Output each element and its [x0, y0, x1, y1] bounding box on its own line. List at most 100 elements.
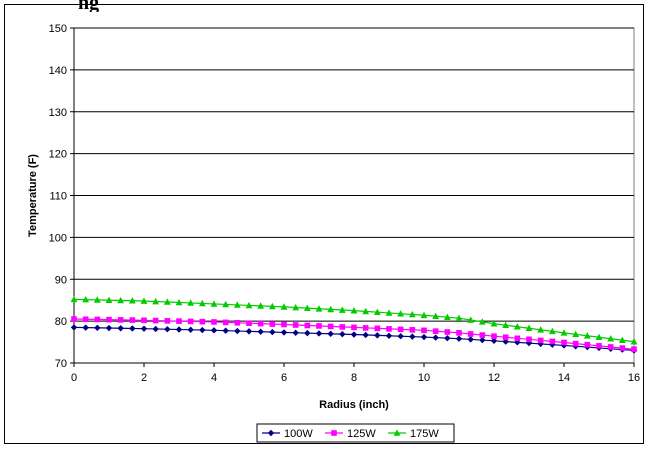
- data-point-125W: [374, 325, 381, 332]
- legend-marker-100W: [267, 429, 275, 437]
- data-point-100W: [455, 335, 463, 342]
- data-point-100W: [234, 327, 241, 335]
- data-point-175W: [350, 307, 358, 314]
- data-point-100W: [397, 333, 404, 340]
- data-point-175W: [525, 324, 533, 332]
- data-point-175W: [513, 323, 521, 330]
- data-point-175W: [105, 296, 113, 303]
- data-point-175W: [257, 302, 265, 309]
- data-point-175W: [607, 335, 615, 342]
- x-tick-label: 10: [418, 372, 430, 384]
- data-point-125W: [117, 317, 124, 323]
- data-point-100W: [350, 331, 358, 338]
- data-point-125W: [82, 316, 89, 323]
- data-point-125W: [596, 343, 602, 349]
- x-tick-label: 2: [141, 372, 147, 384]
- data-point-125W: [397, 326, 404, 333]
- data-point-100W: [70, 324, 78, 331]
- data-point-125W: [187, 318, 194, 325]
- data-point-125W: [199, 318, 206, 325]
- data-point-100W: [385, 332, 393, 339]
- legend: 100W 125W 175W: [256, 423, 455, 443]
- data-point-125W: [234, 320, 241, 326]
- x-axis-ticks: 0 2 4 6 8 10 12 14 16: [71, 363, 640, 384]
- data-point-125W: [351, 324, 357, 331]
- data-point-175W: [443, 313, 451, 321]
- data-point-100W: [409, 333, 416, 340]
- data-point-175W: [478, 318, 486, 325]
- data-point-175W: [233, 301, 241, 308]
- data-point-125W: [584, 341, 591, 348]
- data-point-175W: [595, 333, 603, 341]
- data-point-125W: [129, 317, 136, 323]
- data-point-175W: [117, 296, 125, 304]
- data-point-175W: [163, 298, 171, 305]
- data-point-175W: [315, 305, 323, 312]
- legend-label-175W: 175W: [410, 428, 439, 440]
- legend-label-100W: 100W: [284, 428, 313, 440]
- data-point-125W: [561, 339, 567, 346]
- legend-label-125W: 125W: [347, 428, 376, 440]
- data-point-100W: [140, 325, 148, 332]
- data-point-125W: [246, 320, 252, 327]
- data-point-175W: [560, 329, 568, 336]
- data-point-100W: [304, 329, 311, 337]
- data-point-125W: [222, 319, 229, 326]
- data-point-100W: [105, 324, 113, 332]
- data-point-175W: [502, 321, 510, 328]
- data-point-125W: [94, 316, 101, 323]
- data-point-100W: [210, 327, 218, 334]
- data-point-175W: [268, 302, 276, 310]
- y-tick-label: 140: [49, 65, 67, 77]
- data-point-175W: [397, 310, 405, 317]
- data-point-100W: [479, 336, 486, 344]
- data-point-100W: [444, 334, 451, 342]
- data-point-125W: [479, 332, 486, 338]
- data-point-100W: [339, 330, 346, 338]
- data-point-125W: [339, 324, 346, 330]
- data-point-100W: [420, 333, 428, 341]
- y-tick-label: 120: [49, 149, 67, 161]
- data-point-175W: [292, 303, 300, 311]
- data-point-125W: [304, 322, 311, 329]
- data-point-175W: [408, 310, 416, 318]
- data-point-175W: [140, 297, 148, 304]
- data-point-175W: [432, 312, 440, 320]
- data-point-125W: [141, 317, 147, 324]
- data-point-125W: [409, 327, 416, 333]
- data-point-125W: [619, 345, 626, 351]
- y-tick-label: 110: [49, 191, 67, 203]
- y-tick-label: 80: [55, 316, 67, 328]
- gridlines: [74, 27, 634, 322]
- data-point-175W: [128, 297, 136, 304]
- x-tick-label: 4: [211, 372, 217, 384]
- y-axis-title: Temperature (F): [27, 154, 39, 237]
- data-point-175W: [187, 299, 195, 306]
- data-point-175W: [362, 307, 370, 315]
- data-point-125W: [269, 321, 276, 327]
- y-tick-label: 150: [49, 23, 67, 35]
- data-point-125W: [257, 320, 264, 327]
- data-point-175W: [303, 304, 311, 311]
- data-point-100W: [269, 328, 276, 336]
- data-point-125W: [386, 326, 392, 332]
- data-point-175W: [583, 332, 591, 339]
- legend-marker-125W: [331, 430, 337, 436]
- series-markers: [70, 295, 638, 354]
- y-tick-label: 70: [55, 358, 67, 370]
- data-point-125W: [631, 346, 637, 352]
- data-point-125W: [549, 338, 556, 345]
- data-point-125W: [467, 331, 474, 337]
- data-point-175W: [385, 309, 393, 316]
- data-point-125W: [514, 335, 521, 342]
- x-tick-label: 12: [488, 372, 500, 384]
- y-tick-label: 90: [55, 274, 67, 286]
- data-point-125W: [176, 318, 182, 324]
- data-point-175W: [455, 314, 463, 321]
- data-point-100W: [374, 332, 381, 339]
- data-point-125W: [316, 323, 322, 329]
- data-point-175W: [82, 296, 90, 303]
- data-point-125W: [491, 333, 497, 339]
- data-point-125W: [281, 321, 287, 328]
- x-tick-label: 14: [558, 372, 570, 384]
